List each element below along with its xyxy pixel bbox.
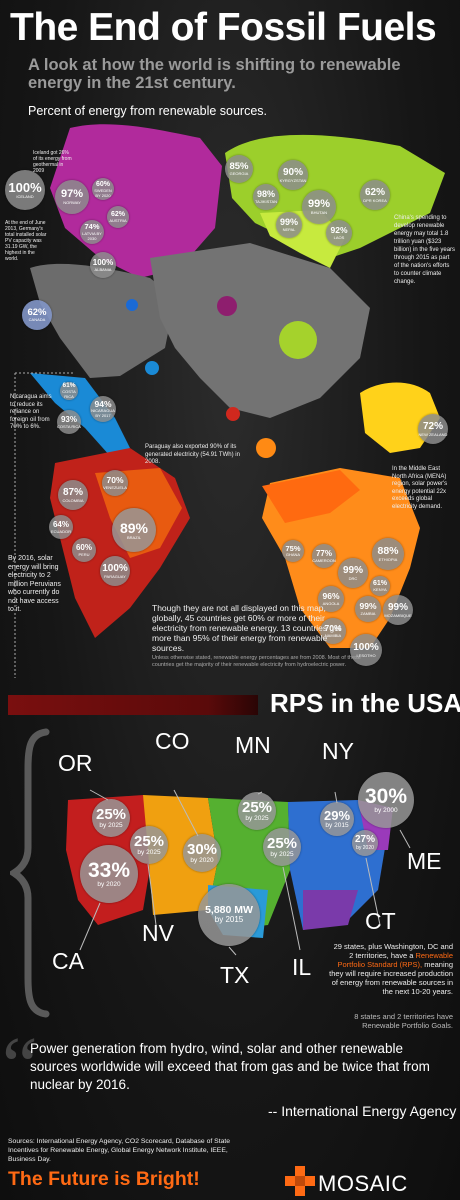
bubble-iceland: 100% ICELAND [5, 170, 45, 210]
state-label-il: IL [292, 954, 312, 980]
brand-name[interactable]: MOSAIC [318, 1171, 408, 1196]
marker-blue-1 [145, 361, 159, 375]
grey-north-america [30, 263, 175, 378]
rps-bubble-il: 25% by 2025 [263, 828, 301, 866]
page-title: The End of Fossil Fuels [10, 6, 437, 49]
bubble-ghana: 75% GHANA [282, 540, 304, 562]
bubble-costa-rica-2: 93% COSTA RICA [57, 410, 81, 434]
note-footnote: Unless otherwise stated, renewable energ… [152, 655, 361, 668]
state-label-nv: NV [142, 920, 174, 946]
state-label-co: CO [155, 728, 190, 754]
bubble-colombia: 87% COLOMBIA [58, 480, 88, 510]
mosaic-logo-icon [285, 1166, 315, 1196]
note-nicaragua: Nicaragua aims to reduce its reliance on… [10, 394, 52, 430]
rps-bubble-ct: 27% by 2020 [352, 830, 378, 856]
usa-mountain [143, 795, 218, 915]
bubble-paraguay: 100% PARAGUAY [100, 556, 130, 586]
state-label-ca: CA [52, 948, 84, 974]
rps-leader-lines [79, 789, 411, 956]
bubble-sweden: 60% SWEDEN BY 2020 [92, 178, 114, 200]
brace-shape [10, 728, 50, 1018]
rps-summary-link[interactable]: Renewable Portfolio Standard (RPS), [337, 951, 454, 969]
marker-red-1 [226, 407, 240, 421]
sources-text: Sources: International Energy Agency, CO… [8, 1138, 231, 1163]
bubble-brazil: 89% BRAZIL [112, 508, 156, 552]
bubble-kenya: 61% KENYA [370, 576, 390, 596]
grey-eurasia [150, 243, 370, 418]
bubble-angola: 96% ANGOLA [318, 586, 344, 612]
bubble-bhutan: 99% BHUTAN [302, 190, 336, 224]
bubble-ecuador: 64% ECUADOR [49, 515, 73, 539]
state-label-or: OR [58, 750, 93, 776]
bubble-costa-rica-1: 61% COSTA RICA [60, 382, 78, 400]
bubble-drc: 99% DRC [338, 558, 368, 588]
note-global: Though they are not all displayed on thi… [152, 603, 342, 653]
marker-orange-1 [256, 438, 276, 458]
note-china: China's spending to develop renewable en… [394, 215, 456, 285]
bubble-nicaragua: 94% NICARAGUA BY 2017 [90, 396, 116, 422]
rps-bubble-tx: 5,880 MW by 2015 [198, 884, 260, 946]
quote-mark: “ [2, 1022, 38, 1110]
marker-yellow-1 [377, 392, 387, 402]
state-label-tx: TX [220, 962, 250, 988]
bubble-venezuela: 70% VENEZUELA [102, 470, 128, 496]
bubble-albania: 100% ALBANIA [90, 252, 116, 278]
rps-bubble-nv: 25% by 2025 [130, 826, 168, 864]
rps-goals: 8 states and 2 territories have Renewabl… [354, 1012, 453, 1030]
quote-source: -- International Energy Agency [268, 1103, 457, 1119]
bubble-latvia: 74% LATVIA BY 2030 [80, 220, 104, 244]
quote-text: Power generation from hydro, wind, solar… [30, 1041, 430, 1092]
canada-dot [126, 299, 138, 311]
bubble-dpr-korea: 62% DPR KOREA [360, 180, 390, 210]
bubble-canada: 62% CANADA [22, 300, 52, 330]
bubble-austria: 62% AUSTRIA [107, 206, 129, 228]
rps-bubble-ny: 29% by 2015 [320, 802, 354, 836]
rps-summary: 29 states, plus Washington, DC and 2 ter… [328, 942, 453, 996]
bubble-new-zealand: 72% NEW ZEALAND [418, 414, 448, 444]
state-label-me: ME [407, 848, 442, 874]
rps-summary-b: meaning they will require increased prod… [329, 960, 453, 996]
state-label-ct: CT [365, 908, 396, 934]
note-iceland: Iceland got 26% of its energy from geoth… [33, 150, 72, 174]
bubble-norway: 97% NORWAY [55, 180, 89, 214]
rps-bubble-co: 30% by 2020 [183, 834, 221, 872]
marker-green-1 [279, 321, 317, 359]
bubble-tajikistan: 98% TAJIKISTAN [253, 184, 279, 210]
bubble-lesotho: 100% LESOTHO [350, 634, 382, 666]
note-mena: In the Middle East North Africa (MENA) r… [392, 466, 448, 510]
rps-bubble-or: 25% by 2025 [92, 799, 130, 837]
note-paraguay: Paraguay also exported 90% of its genera… [145, 444, 240, 465]
rps-bubble-mn: 25% by 2025 [238, 792, 276, 830]
page-subtitle: A look at how the world is shifting to r… [28, 56, 401, 92]
rps-bubble-ca: 33% by 2020 [80, 845, 138, 903]
marker-purple-1 [217, 296, 237, 316]
note-germany: At the end of June 2013, Germany's total… [5, 220, 47, 262]
bubble-cameroon: 77% CAMEROON [312, 544, 336, 568]
state-label-ny: NY [322, 738, 354, 764]
bubble-zambia: 99% ZAMBIA [355, 596, 381, 622]
bubble-laos: 92% LAOS [326, 220, 352, 246]
bubble-ethiopia: 88% ETHIOPIA [372, 538, 404, 570]
africa-north-region [262, 470, 360, 523]
note-peru: By 2016, solar energy will bring electri… [8, 555, 61, 613]
rps-bubble-me: 30% by 2000 [358, 772, 414, 828]
section-label: Percent of energy from renewable sources… [28, 104, 268, 118]
central-america-region [30, 373, 130, 456]
state-label-mn: MN [235, 732, 271, 758]
bubble-nepal: 99% NEPAL [276, 212, 302, 238]
rps-summary-a: 29 states, plus Washington, DC and 2 ter… [333, 942, 453, 960]
bubble-peru: 60% PERU [72, 538, 96, 562]
rps-red-bar [8, 695, 258, 715]
footer-slogan: The Future is Bright! [8, 1168, 200, 1190]
bubble-namibia: 70% NAMIBIA [320, 618, 346, 644]
rps-title: RPS in the USA [270, 688, 460, 718]
bubble-kyrgyzstan: 90% KYRGYZSTAN [278, 160, 308, 190]
bubble-georgia: 85% GEORGIA [225, 155, 253, 183]
usa-southeast [303, 890, 358, 930]
bubble-mozambique: 99% MOZAMBIQUE [383, 595, 413, 625]
